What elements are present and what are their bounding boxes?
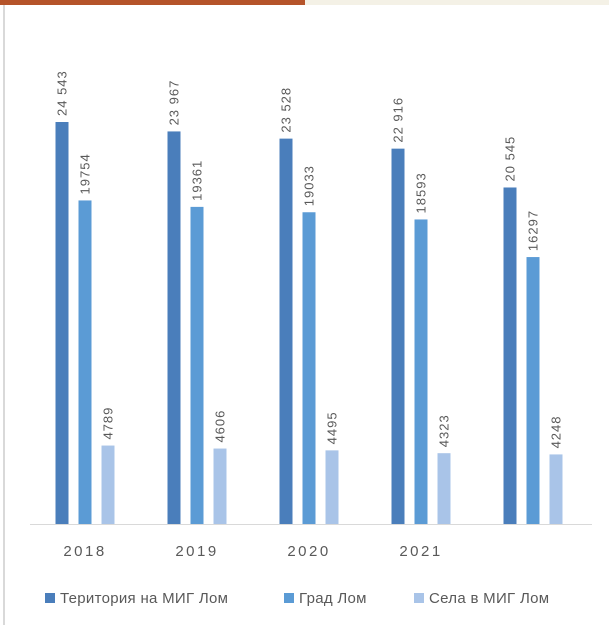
- legend-label: Град Лом: [299, 590, 367, 607]
- bar: [414, 219, 428, 524]
- legend-swatch: [414, 593, 424, 603]
- bar: [78, 200, 92, 524]
- legend-label: Територия на МИГ Лом: [60, 590, 228, 607]
- data-label: 4495: [324, 411, 339, 444]
- data-label: 23 967: [166, 80, 181, 126]
- bar: [549, 454, 563, 524]
- data-label: 19033: [301, 165, 316, 206]
- data-label: 23 528: [278, 87, 293, 133]
- bar: [437, 453, 451, 524]
- top-accent: [0, 0, 305, 5]
- bar: [101, 445, 115, 524]
- bar: [302, 212, 316, 524]
- data-label: 4789: [100, 407, 115, 440]
- x-tick-label: 2020: [287, 543, 330, 560]
- data-label: 20 545: [502, 136, 517, 182]
- data-label: 22 916: [390, 97, 405, 143]
- bar: [55, 122, 69, 524]
- legend-label: Села в МИГ Лом: [429, 590, 549, 607]
- x-tick-label: 2019: [175, 543, 218, 560]
- data-label: 19361: [189, 160, 204, 201]
- x-tick-label: 2018: [63, 543, 106, 560]
- bar: [325, 450, 339, 524]
- bar: [213, 448, 227, 524]
- bar: [391, 148, 405, 525]
- bar: [190, 206, 204, 525]
- data-label: 4606: [212, 410, 227, 443]
- data-label: 4248: [548, 415, 563, 448]
- data-label: 24 543: [54, 70, 69, 116]
- data-label: 4323: [436, 414, 451, 447]
- legend-swatch: [284, 593, 294, 603]
- bar: [279, 138, 293, 524]
- x-tick-label: 2021: [399, 543, 442, 560]
- data-label: 16297: [525, 210, 540, 251]
- legend-swatch: [45, 593, 55, 603]
- bar: [503, 187, 517, 524]
- bar: [526, 257, 540, 524]
- data-label: 18593: [413, 172, 428, 213]
- data-label: 19754: [77, 153, 92, 194]
- top-band: [305, 0, 609, 5]
- bar: [167, 131, 181, 524]
